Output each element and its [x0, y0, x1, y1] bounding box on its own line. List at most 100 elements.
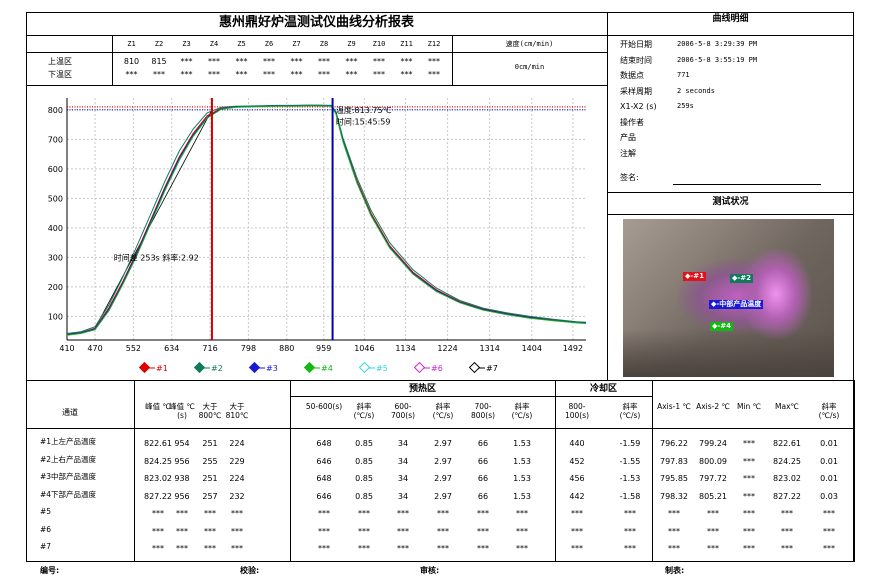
- table-cell: ***: [624, 544, 636, 553]
- x-tick-label: 1314: [480, 344, 500, 353]
- table-cell: 0.01: [820, 456, 838, 466]
- y-tick-label: 800: [48, 106, 63, 115]
- legend-label-6: #6: [431, 364, 443, 373]
- group-preheat: 预热区: [408, 384, 436, 394]
- detail-label: 结束时间: [620, 55, 652, 65]
- zone-name-1: Z1: [127, 40, 136, 48]
- row-name-2: #2上右产品温度: [40, 454, 97, 464]
- zone-name-8: Z8: [319, 40, 329, 48]
- detail-value: 2 seconds: [677, 86, 715, 95]
- table-cell: ***: [318, 509, 330, 518]
- legend-swatch-7: [468, 361, 481, 374]
- table-cell: ***: [668, 509, 680, 518]
- slope-line: [94, 109, 213, 329]
- oven-photo: ◆-#1 ◆-#2 ◆-中部产品温度 ◆-#4: [623, 219, 834, 377]
- table-cell: 257: [202, 491, 218, 501]
- lower-zone-value-9: ***: [345, 70, 358, 79]
- table-cell: 2.97: [434, 456, 452, 466]
- upper-zone-value-12: ***: [428, 57, 440, 66]
- detail-label: 开始日期: [620, 40, 652, 49]
- x-tick-label: 1404: [522, 344, 542, 353]
- table-cell: 822.61: [144, 439, 172, 448]
- table-cell: 440: [569, 439, 585, 448]
- x-tick-label: 798: [241, 344, 256, 353]
- table-cell: ***: [743, 456, 755, 466]
- x-tick-label: 1492: [563, 344, 583, 353]
- column-header-9: 700-800(s): [470, 402, 496, 420]
- zone-name-9: Z9: [347, 40, 356, 48]
- table-cell: ***: [231, 509, 243, 518]
- legend-swatch-6: [413, 361, 426, 374]
- status-tag-2: ◆-#2: [730, 274, 754, 283]
- table-cell: ***: [437, 544, 449, 553]
- column-header-10: 斜率 (℃/s): [511, 402, 533, 420]
- lower-zone-value-8: ***: [318, 70, 330, 79]
- legend-label-4: #4: [321, 364, 333, 373]
- table-cell: 800.09: [699, 456, 727, 466]
- upper-zone-value-3: ***: [180, 57, 193, 66]
- table-cell: ***: [152, 544, 164, 553]
- table-cell: ***: [477, 509, 489, 518]
- table-cell: 224: [229, 439, 245, 448]
- table-cell: ***: [781, 509, 793, 518]
- x-tick-label: 1224: [437, 344, 457, 353]
- series-line-4: [66, 105, 587, 336]
- row-name-4: #4下部产品温度: [40, 489, 97, 499]
- table-cell: ***: [624, 509, 636, 518]
- table-divider: [134, 380, 135, 562]
- legend-label-5: #5: [376, 364, 388, 373]
- legend-swatch-2: [193, 361, 206, 374]
- table-cell: 34: [397, 456, 409, 466]
- table-cell: ***: [707, 526, 719, 536]
- column-header-5: 50-600(s): [305, 402, 343, 411]
- x-tick-label: 470: [87, 344, 102, 353]
- legend-label-7: #7: [486, 364, 498, 373]
- table-cell: 0.85: [355, 474, 373, 483]
- upper-zone-value-11: ***: [400, 57, 413, 66]
- table-cell: 456: [569, 474, 585, 483]
- legend-swatch-1: [138, 361, 151, 374]
- column-header-12: 斜率 (℃/s): [619, 402, 641, 420]
- legend-label-3: #3: [266, 364, 278, 373]
- upper-zone-value-8: ***: [318, 57, 330, 66]
- table-cell: ***: [743, 491, 755, 501]
- column-header-2: 峰值 ℃ (s): [169, 402, 195, 420]
- table-cell: 0.01: [820, 439, 838, 448]
- footer-label-2: 校验:: [240, 566, 260, 575]
- table-cell: ***: [516, 509, 528, 518]
- table-cell: 824.25: [144, 456, 172, 466]
- zone-name-4: Z4: [209, 40, 219, 48]
- table-cell: 0.03: [820, 491, 838, 501]
- x-tick-label: 634: [164, 344, 179, 353]
- zone-name-12: Z12: [427, 40, 441, 48]
- table-cell: ***: [781, 526, 793, 536]
- lower-zone-value-1: ***: [125, 70, 138, 79]
- upper-zone-label: 上温区: [48, 57, 72, 66]
- column-header-17: 斜率 (℃/s): [818, 402, 840, 420]
- header-underline: [26, 428, 854, 429]
- table-cell: 823.02: [144, 474, 172, 483]
- table-cell: ***: [318, 544, 330, 553]
- x-tick-label: 1134: [395, 344, 415, 353]
- table-cell: ***: [231, 544, 243, 553]
- table-cell: ***: [571, 526, 583, 536]
- table-divider: [854, 380, 855, 562]
- table-cell: 0.01: [820, 474, 838, 483]
- table-cell: ***: [397, 526, 409, 536]
- table-cell: 1.53: [513, 456, 531, 466]
- row-name-3: #3中部产品温度: [40, 472, 97, 481]
- zone-name-3: Z3: [182, 40, 191, 48]
- zone-name-5: Z5: [237, 40, 246, 48]
- table-cell: -1.59: [619, 439, 641, 448]
- x-tick-label: 552: [126, 344, 141, 353]
- lower-zone-value-7: ***: [290, 70, 303, 79]
- table-cell: 648: [316, 474, 332, 483]
- table-cell: 823.02: [773, 474, 801, 483]
- table-cell: ***: [437, 509, 449, 518]
- column-header-14: Axis-2 ℃: [696, 402, 730, 411]
- table-cell: 1.53: [513, 474, 531, 483]
- table-cell: 34: [397, 491, 409, 501]
- legend-swatch-4: [303, 361, 316, 374]
- table-cell: ***: [477, 544, 489, 553]
- column-header-8: 斜率 (℃/s): [432, 402, 454, 420]
